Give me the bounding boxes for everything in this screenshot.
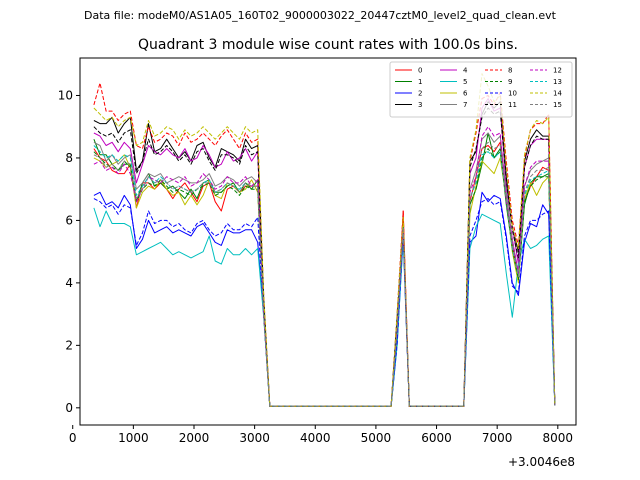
x-axis-offset-label: +3.0046e8 — [508, 455, 575, 469]
chart-title: Quadrant 3 module wise count rates with … — [138, 37, 518, 53]
figure-suptitle: Data file: modeM0/AS1A05_160T02_90000030… — [84, 9, 557, 22]
legend-label-4: 4 — [463, 67, 468, 75]
legend-label-2: 2 — [418, 90, 422, 98]
series-line-15 — [93, 141, 556, 407]
legend-label-12: 12 — [553, 67, 562, 75]
x-tick-label: 3000 — [239, 431, 270, 445]
legend-label-14: 14 — [553, 90, 562, 98]
axes-frame — [79, 57, 577, 426]
x-tick-label: 6000 — [421, 431, 452, 445]
legend-label-7: 7 — [463, 101, 467, 109]
legend-label-11: 11 — [508, 101, 517, 109]
legend-label-13: 13 — [553, 78, 562, 86]
legend-box — [389, 61, 573, 118]
legend-label-1: 1 — [418, 78, 422, 86]
plot-area — [93, 73, 556, 407]
legend-label-6: 6 — [463, 90, 468, 98]
legend-label-10: 10 — [508, 90, 517, 98]
legend-label-5: 5 — [463, 78, 467, 86]
x-tick-label: 5000 — [361, 431, 392, 445]
y-tick-label: 4 — [65, 276, 73, 290]
axis-ticks: 0 1000 2000 3000 4000 5000 6000 7000 8000 0 2 4 6 8 10 — [58, 88, 573, 445]
legend-label-8: 8 — [508, 67, 512, 75]
x-tick-label: 2000 — [179, 431, 210, 445]
legend-label-9: 9 — [508, 78, 512, 86]
legend-label-0: 0 — [418, 67, 422, 75]
y-tick-label: 10 — [58, 88, 73, 102]
y-tick-label: 0 — [65, 401, 73, 415]
x-tick-label: 1000 — [118, 431, 149, 445]
y-tick-label: 6 — [65, 213, 73, 227]
series-line-11 — [93, 107, 556, 407]
legend-label-15: 15 — [553, 101, 562, 109]
y-tick-label: 2 — [65, 338, 73, 352]
x-tick-label: 8000 — [543, 431, 574, 445]
legend-label-3: 3 — [418, 101, 422, 109]
x-tick-label: 7000 — [482, 431, 513, 445]
y-tick-label: 8 — [65, 151, 73, 165]
x-tick-label: 4000 — [300, 431, 331, 445]
x-tick-label: 0 — [69, 431, 77, 445]
